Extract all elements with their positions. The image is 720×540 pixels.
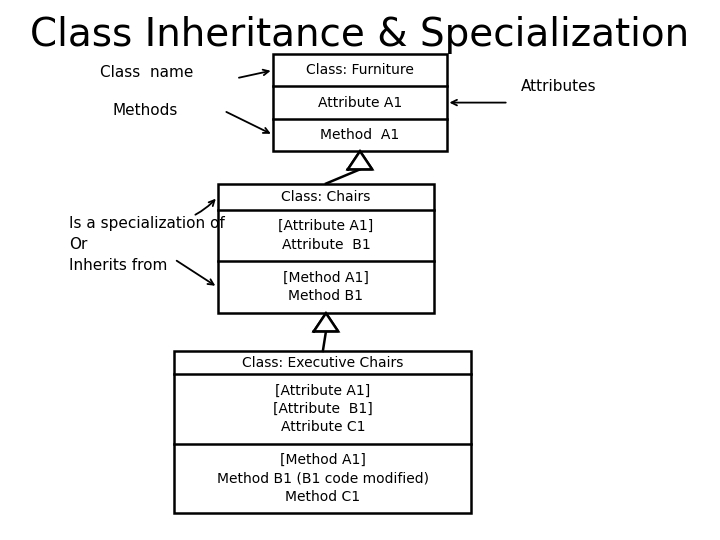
Text: [Method A1]
Method B1 (B1 code modified)
Method C1: [Method A1] Method B1 (B1 code modified)… [217,453,429,504]
Text: Class: Chairs: Class: Chairs [282,190,371,204]
Polygon shape [314,313,338,332]
Text: Class  name: Class name [100,65,194,80]
Text: Class: Furniture: Class: Furniture [306,63,414,77]
FancyBboxPatch shape [274,54,446,151]
Text: Method  A1: Method A1 [320,128,400,142]
Text: Is a specialization of
Or
Inherits from: Is a specialization of Or Inherits from [69,216,225,273]
Text: Attribute A1: Attribute A1 [318,96,402,110]
Text: [Attribute A1]
[Attribute  B1]
Attribute C1: [Attribute A1] [Attribute B1] Attribute … [273,383,373,434]
Text: Class Inheritance & Specialization: Class Inheritance & Specialization [30,16,690,54]
FancyBboxPatch shape [217,184,434,313]
Text: [Attribute A1]
Attribute  B1: [Attribute A1] Attribute B1 [279,219,374,252]
Text: [Method A1]
Method B1: [Method A1] Method B1 [283,271,369,303]
Polygon shape [348,151,372,170]
Text: Methods: Methods [112,103,178,118]
FancyBboxPatch shape [174,351,472,513]
Text: Attributes: Attributes [521,79,597,94]
Text: Class: Executive Chairs: Class: Executive Chairs [242,355,403,369]
